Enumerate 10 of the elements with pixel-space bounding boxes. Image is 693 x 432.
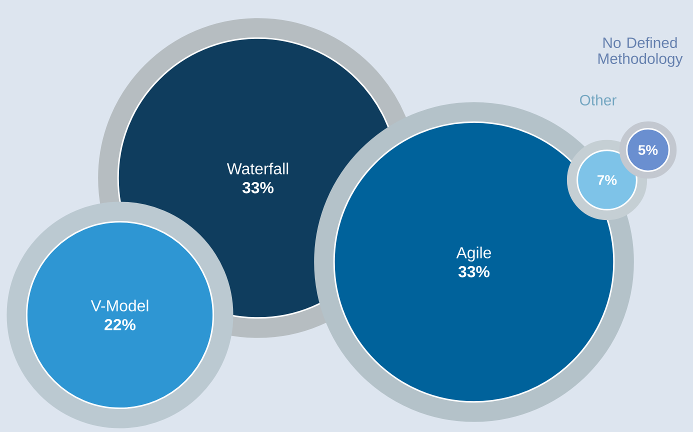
data-label: 5% [638,145,658,155]
category-label: Other [580,94,616,106]
category-label: V-Model [90,300,148,312]
category-label: Agile [456,246,492,262]
data-label: 22% [104,319,136,330]
data-label: 33% [458,266,490,278]
category-label: No Defined Methodology [598,37,683,67]
data-label: 33% [242,182,274,194]
category-label: Waterfall [226,162,288,174]
data-label: 7% [598,175,617,185]
